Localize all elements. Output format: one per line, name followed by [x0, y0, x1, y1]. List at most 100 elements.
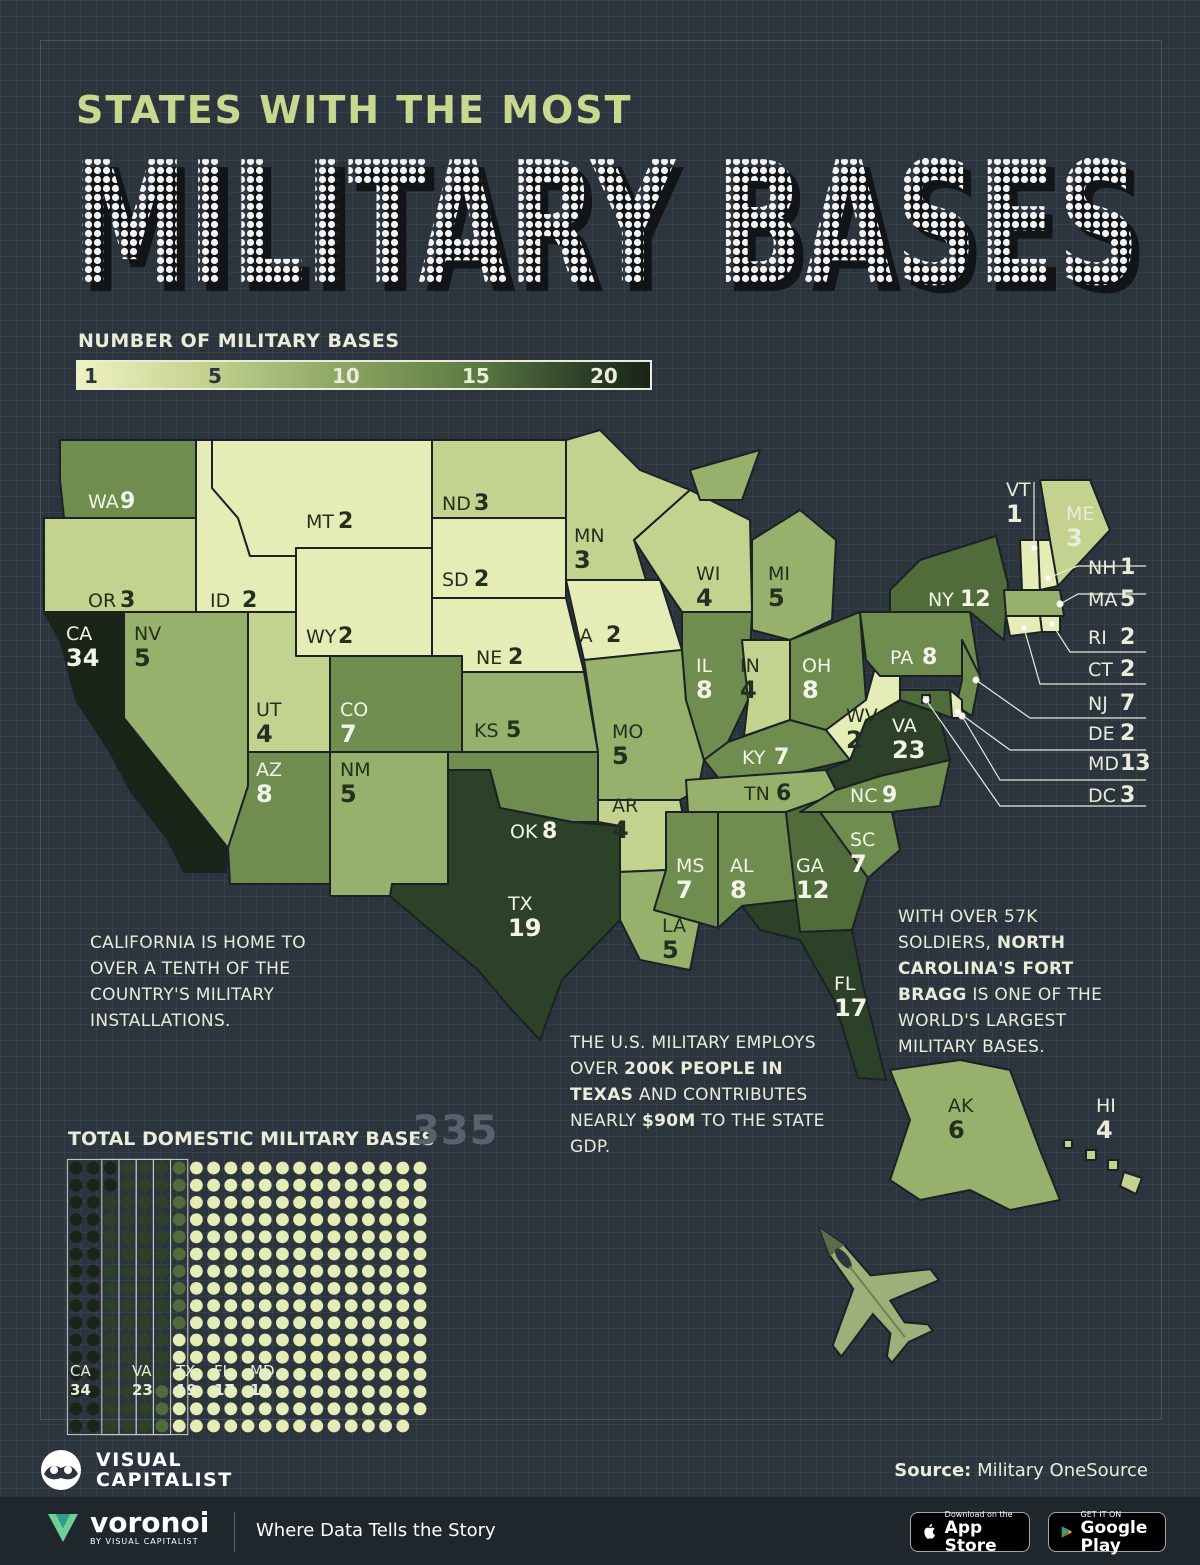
base-dot	[172, 1333, 186, 1347]
leader-dot	[958, 712, 966, 720]
base-dot	[362, 1161, 375, 1175]
state-abbr: SD	[442, 569, 469, 591]
state-abbr: IA	[574, 625, 593, 647]
state-value: 1	[1120, 555, 1135, 580]
base-dot	[138, 1368, 152, 1381]
base-dot	[379, 1419, 392, 1433]
leader-line	[1047, 565, 1146, 579]
base-dot	[104, 1402, 117, 1416]
base-dot	[327, 1333, 341, 1347]
state-label-ak: AK6	[948, 1095, 974, 1144]
base-dot	[207, 1419, 221, 1433]
base-dot	[344, 1316, 358, 1330]
base-dot	[104, 1213, 117, 1226]
base-dot	[379, 1299, 392, 1312]
base-dot	[241, 1402, 255, 1416]
state-label-id: ID 2	[210, 588, 257, 613]
base-dot	[396, 1264, 410, 1278]
base-dot	[310, 1299, 324, 1312]
state-value: 34	[66, 644, 99, 672]
google-play-button[interactable]: GET IT ON Google Play	[1048, 1510, 1166, 1555]
base-dot	[86, 1333, 100, 1347]
base-dot	[396, 1350, 410, 1364]
state-label-ny: NY 12	[928, 587, 991, 612]
texas-note-text: THE U.S. MILITARY EMPLOYS OVER	[570, 1033, 816, 1079]
state-abbr: CT	[1088, 659, 1113, 681]
base-dot	[344, 1350, 358, 1364]
base-dot	[241, 1282, 255, 1295]
base-dot	[379, 1196, 392, 1209]
state-value: 7	[676, 876, 693, 904]
base-dot	[190, 1368, 203, 1381]
base-dot	[258, 1385, 272, 1398]
base-dot	[327, 1402, 341, 1416]
state-label-wy: WY 2	[306, 624, 353, 649]
base-dot	[327, 1196, 341, 1209]
state-value: 1	[1006, 500, 1023, 528]
base-dot	[86, 1178, 100, 1192]
base-dot	[362, 1402, 375, 1416]
base-dot	[293, 1350, 306, 1364]
state-abbr: KS	[474, 720, 499, 742]
state-label-ne: NE 2	[476, 645, 523, 670]
nc-note-highlight: NORTH CAROLINA'S FORT BRAGG	[898, 933, 1074, 1005]
state-value: 2	[474, 567, 489, 592]
state-value: 6	[776, 781, 791, 806]
base-dot	[310, 1316, 324, 1330]
state-label-tn: TN 6	[743, 781, 791, 806]
base-dot	[241, 1196, 255, 1209]
base-dot	[207, 1196, 221, 1209]
state-abbr: NJ	[1088, 693, 1108, 715]
base-dot	[207, 1264, 221, 1278]
base-dot	[104, 1264, 117, 1278]
state-abbr: MS	[676, 855, 704, 877]
highlight-abbr: CA	[70, 1362, 91, 1380]
app-store-button[interactable]: Download on the App Store	[910, 1510, 1030, 1555]
base-dot	[276, 1368, 289, 1381]
fighter-jet-icon	[817, 1225, 941, 1365]
title-shadow: MILITARY BASES	[80, 134, 1146, 305]
brand-line-2: CAPITALIST	[96, 1469, 233, 1491]
base-dot	[190, 1161, 203, 1175]
base-dot	[344, 1161, 358, 1175]
base-dot	[396, 1282, 410, 1295]
base-dot	[172, 1230, 186, 1244]
state-label-mt: MT 2	[306, 509, 353, 534]
base-dot	[413, 1230, 427, 1244]
state-value: 8	[256, 780, 273, 808]
state-value: 7	[774, 745, 789, 770]
base-dot	[190, 1419, 203, 1433]
highlight-abbr: FL	[214, 1362, 231, 1380]
base-dot	[293, 1282, 306, 1295]
base-dot	[138, 1385, 152, 1398]
base-dot	[104, 1247, 117, 1261]
base-dot	[207, 1247, 221, 1261]
voronoi-logo[interactable]: voronoi BY VISUAL CAPITALIST	[44, 1508, 209, 1546]
state-label-hi: HI4	[1096, 1095, 1116, 1144]
state-value: 2	[1120, 721, 1135, 746]
state-abbr: ME	[1066, 503, 1094, 525]
source-credit: Source: Military OneSource	[894, 1460, 1148, 1481]
base-dot	[293, 1299, 306, 1312]
state-value: 12	[796, 876, 829, 904]
base-dot	[344, 1213, 358, 1226]
base-dot	[258, 1247, 272, 1261]
state-value: 3	[120, 588, 135, 613]
highlight-value: 34	[70, 1381, 91, 1399]
page-title: MILITARY BASES MILITARY BASES	[72, 130, 1146, 305]
visual-capitalist-logo[interactable]: VISUAL CAPITALIST	[36, 1448, 233, 1492]
base-dot	[344, 1230, 358, 1244]
state-value: 5	[506, 718, 521, 743]
base-dot	[190, 1299, 203, 1312]
base-dot	[155, 1230, 169, 1244]
base-dot	[258, 1299, 272, 1312]
nc-note-text: IS ONE OF THE WORLD'S LARGEST MILITARY B…	[898, 985, 1103, 1057]
base-dot	[86, 1350, 100, 1364]
highlight-value: 19	[176, 1381, 197, 1399]
base-dot	[138, 1178, 152, 1192]
base-dot	[379, 1247, 392, 1261]
leader-line	[961, 715, 1146, 781]
state-value: 3	[1066, 524, 1083, 552]
state-label-mo: MO5	[612, 721, 643, 770]
